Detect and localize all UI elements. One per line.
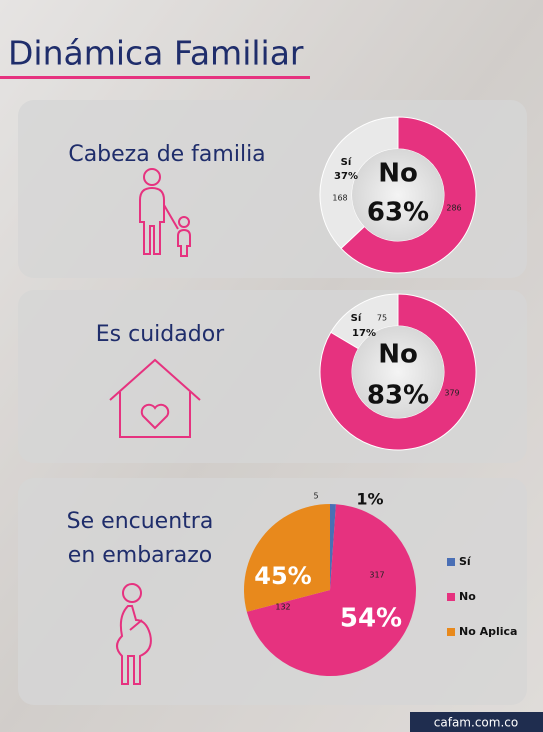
parent-child-icon	[139, 168, 191, 257]
donut-hole	[352, 149, 444, 241]
legend-label: No Aplica	[459, 625, 517, 638]
donut-hole	[352, 326, 444, 418]
percent-label: 1%	[356, 490, 383, 509]
page-title: Dinámica Familiar	[8, 34, 304, 73]
legend-label: Sí	[459, 555, 472, 568]
category-label: Sí	[351, 312, 362, 324]
pie-slice	[330, 504, 336, 590]
value-label: 75	[377, 314, 387, 323]
legend-swatch	[447, 628, 455, 636]
percent-label: 54%	[340, 604, 402, 634]
footer: cafam.com.co	[434, 716, 518, 730]
footer-box	[410, 712, 543, 732]
legend-swatch	[447, 593, 455, 601]
percent-label: 17%	[352, 328, 376, 339]
percent-label: 45%	[254, 562, 311, 590]
category-label: Sí	[341, 156, 352, 168]
chart-title: en embarazo	[68, 543, 212, 568]
percent-label: 37%	[334, 171, 358, 182]
percent-label: 63%	[367, 198, 429, 228]
value-label: 5	[313, 492, 318, 501]
legend-label: No	[459, 590, 476, 603]
pie-slice	[246, 504, 416, 676]
chart-title: Es cuidador	[96, 322, 225, 347]
house-icon	[109, 358, 201, 438]
value-label: 286	[446, 204, 461, 213]
pie-slice	[244, 504, 330, 612]
value-label: 168	[332, 194, 347, 203]
title-underline	[0, 76, 310, 79]
value-label: 132	[275, 603, 290, 612]
percent-label: 83%	[367, 381, 429, 411]
chart-title: Cabeza de familia	[68, 142, 265, 167]
pregnant-icon	[116, 583, 152, 685]
category-label: No	[378, 340, 418, 370]
value-label: 317	[369, 571, 384, 580]
value-label: 379	[444, 389, 459, 398]
legend-swatch	[447, 558, 455, 566]
category-label: No	[378, 159, 418, 189]
chart-title: Se encuentra	[67, 509, 214, 534]
